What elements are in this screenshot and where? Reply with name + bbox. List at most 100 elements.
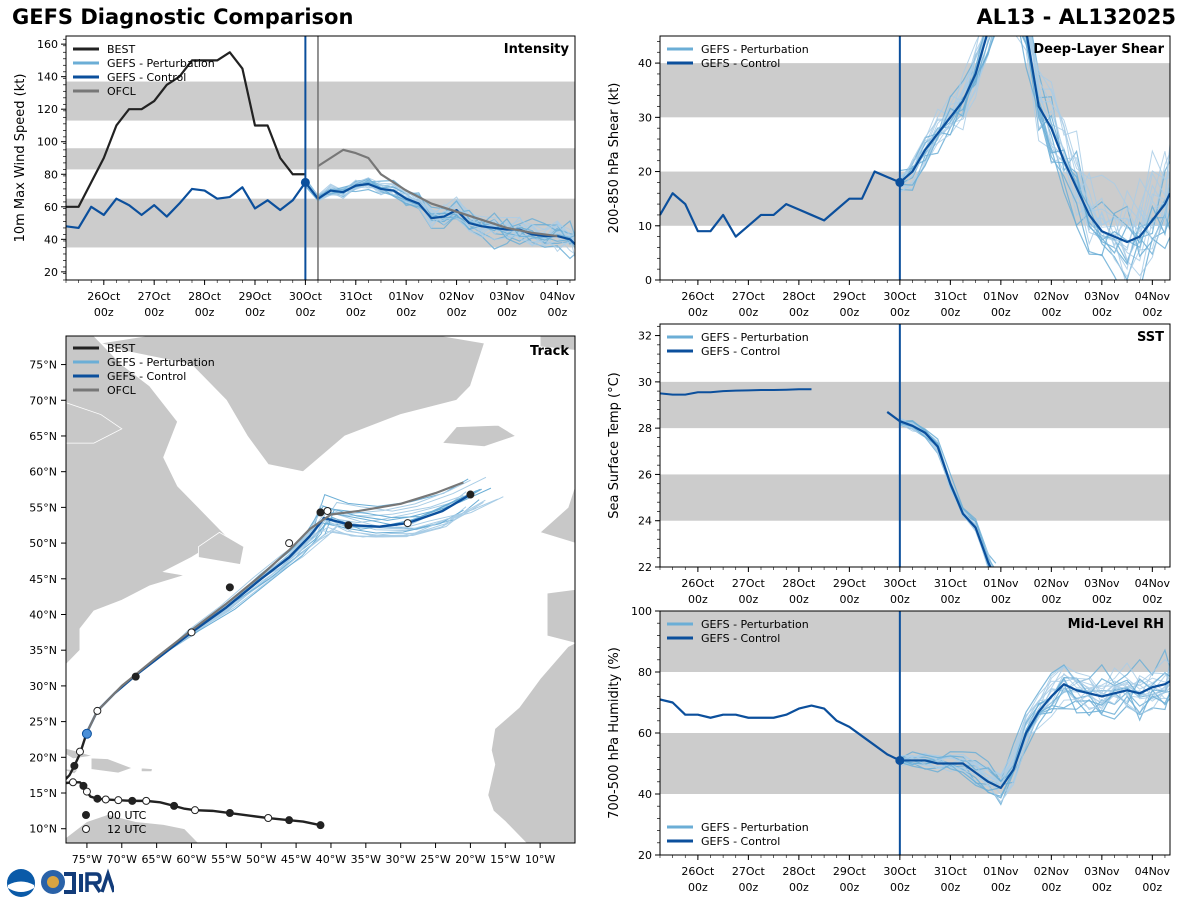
- rh-current-marker: [895, 755, 905, 765]
- rh-ensemble-member: [899, 679, 1170, 804]
- sst-xtick-day: 29Oct: [833, 577, 867, 590]
- shear-band-1: [660, 63, 1170, 118]
- sst-xtick-hour: 00z: [1041, 593, 1061, 606]
- track-point-00utc: [131, 672, 140, 681]
- sst-legend-label: GEFS - Perturbation: [701, 331, 809, 344]
- shear-xtick-day: 27Oct: [732, 290, 766, 303]
- track-ytick-label: 60°N: [29, 466, 57, 479]
- rh-xtick-day: 27Oct: [732, 865, 766, 878]
- shear-ylabel: 200-850 hPa Shear (kt): [607, 83, 622, 234]
- sst-panel-title: SST: [1137, 330, 1164, 345]
- track-ytick-label: 25°N: [29, 716, 57, 729]
- rh-xtick-hour: 00z: [839, 881, 859, 894]
- shear-xtick-day: 03Nov: [1084, 290, 1120, 303]
- intensity-xtick-hour: 00z: [547, 306, 567, 319]
- storm-id-title: AL13 - AL132025: [976, 5, 1177, 29]
- sst-xtick-day: 30Oct: [883, 577, 917, 590]
- shear-xtick-hour: 00z: [1041, 306, 1061, 319]
- track-point-12utc: [285, 539, 294, 548]
- track-point-12utc: [187, 628, 196, 637]
- track-xtick-label: 25°W: [420, 853, 450, 866]
- track-time-legend-label: 12 UTC: [107, 823, 147, 836]
- sst-ytick-label: 26: [638, 468, 652, 481]
- sst-xtick-hour: 00z: [991, 593, 1011, 606]
- sst-ytick-label: 24: [638, 515, 652, 528]
- shear-frame: [659, 35, 1171, 281]
- intensity-ytick-label: 20: [44, 266, 58, 279]
- sst-band-0: [660, 474, 1170, 521]
- shear-panel: 0 10 20 30 40 200-850 hPa Shear (kt) 26Oct 00z 2…: [607, 35, 1171, 319]
- rh-xtick-hour: 00z: [1092, 881, 1112, 894]
- sst-band-1: [660, 381, 1170, 429]
- rh-panel-title: Mid-Level RH: [1068, 617, 1164, 632]
- sst-xtick-hour: 00z: [890, 593, 910, 606]
- baffin-land: [66, 402, 123, 444]
- track-xtick-label: 15°W: [490, 853, 520, 866]
- rh-xtick-day: 02Nov: [1034, 865, 1070, 878]
- track-xtick-label: 30°W: [385, 853, 415, 866]
- north-america-land: [66, 336, 228, 665]
- intensity-ytick-label: 40: [44, 233, 58, 246]
- sst-xtick-day: 28Oct: [782, 577, 816, 590]
- sst-xtick-day: 31Oct: [934, 577, 968, 590]
- rh-xtick-hour: 00z: [1041, 881, 1061, 894]
- shear-xtick-day: 04Nov: [1135, 290, 1171, 303]
- shear-legend-label: GEFS - Control: [701, 57, 780, 70]
- track-ytick-label: 65°N: [29, 430, 57, 443]
- sst-ytick-label: 30: [638, 376, 652, 389]
- rh-ytick-label: 100: [631, 605, 652, 618]
- rh-xtick-hour: 00z: [890, 881, 910, 894]
- rh-ylabel: 700-500 hPa Humidity (%): [607, 647, 622, 819]
- track-frame: [65, 335, 576, 844]
- track-point-12utc: [190, 806, 199, 815]
- shear-xtick-hour: 00z: [1142, 306, 1162, 319]
- intensity-ensemble-member: [305, 177, 575, 242]
- sst-xtick-hour: 00z: [738, 593, 758, 606]
- sst-xtick-day: 01Nov: [983, 577, 1019, 590]
- south-america-land: [66, 814, 200, 843]
- rh-xtick-day: 28Oct: [782, 865, 816, 878]
- sst-frame: [659, 323, 1171, 568]
- track-point-12utc: [142, 796, 151, 805]
- track-panel-title: Track: [530, 344, 569, 359]
- intensity-xtick-day: 30Oct: [289, 290, 323, 303]
- cira-logo: [7, 868, 114, 897]
- arctic-island-land: [539, 336, 575, 351]
- rh-panel: 20 40 60 80 100 700-500 hPa Humidity (%) 26Oct…: [607, 605, 1171, 894]
- track-point-00utc: [225, 809, 234, 818]
- intensity-panel: 20 40 60 80 100 120 140 160 10m Max Wind Speed (…: [13, 35, 576, 319]
- intensity-ytick-label: 160: [37, 38, 58, 51]
- shear-xtick-day: 28Oct: [782, 290, 816, 303]
- track-ytick-label: 70°N: [29, 394, 57, 407]
- sst-legend-label: GEFS - Control: [701, 345, 780, 358]
- track-xtick-label: 60°W: [176, 853, 206, 866]
- shear-legend-label: GEFS - Perturbation: [701, 43, 809, 56]
- iceland-land: [441, 424, 517, 448]
- intensity-series-ofcl: [317, 148, 558, 238]
- rh-ytick-label: 80: [638, 666, 652, 679]
- rh-xtick-hour: 00z: [789, 881, 809, 894]
- rh-ytick-label: 40: [638, 788, 652, 801]
- shear-xtick-hour: 00z: [890, 306, 910, 319]
- rh-xtick-day: 01Nov: [983, 865, 1019, 878]
- shear-xtick-hour: 00z: [789, 306, 809, 319]
- track-point-12utc: [68, 778, 77, 787]
- sst-xtick-hour: 00z: [940, 593, 960, 606]
- rh-xtick-hour: 00z: [688, 881, 708, 894]
- sst-xtick-day: 02Nov: [1034, 577, 1070, 590]
- sst-xtick-hour: 00z: [688, 593, 708, 606]
- track-current-position: [81, 728, 92, 739]
- track-point-00utc: [316, 508, 325, 517]
- track-ytick-label: 15°N: [29, 787, 57, 800]
- greenland-land: [100, 336, 485, 473]
- rh-xtick-day: 30Oct: [883, 865, 917, 878]
- shear-xtick-hour: 00z: [1092, 306, 1112, 319]
- shear-ytick-label: 40: [638, 57, 652, 70]
- sst-ytick-label: 28: [638, 422, 652, 435]
- track-ytick-label: 30°N: [29, 680, 57, 693]
- intensity-xtick-day: 26Oct: [87, 290, 121, 303]
- track-time-legend-marker: [82, 811, 90, 819]
- intensity-xtick-hour: 00z: [245, 306, 265, 319]
- rh-ytick-label: 20: [638, 849, 652, 862]
- track-point-00utc: [70, 761, 79, 770]
